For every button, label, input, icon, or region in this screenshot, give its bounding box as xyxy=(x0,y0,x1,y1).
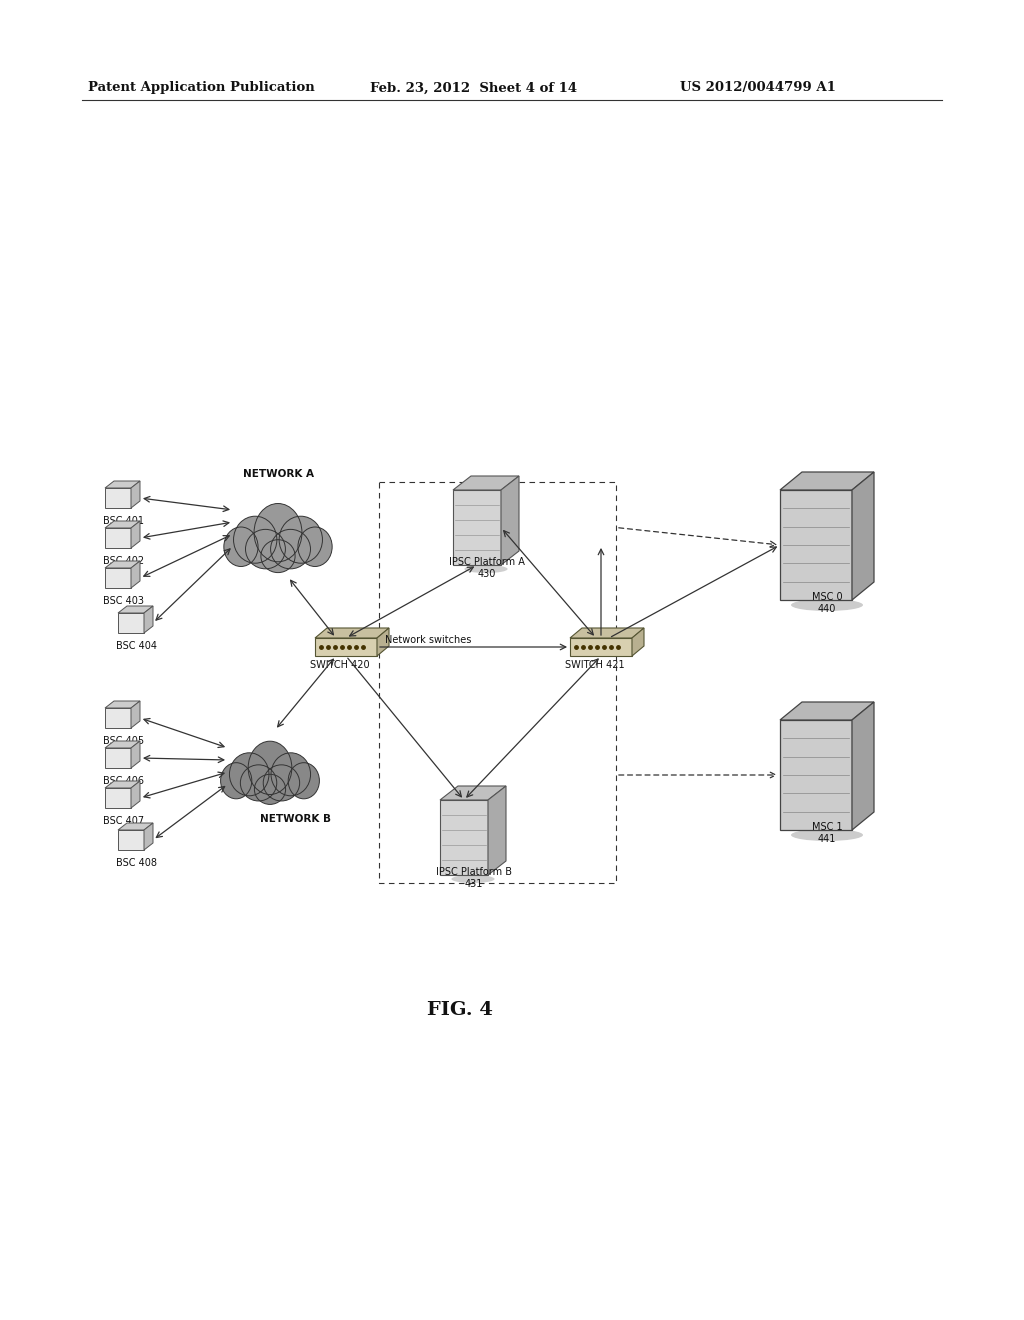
Ellipse shape xyxy=(271,752,310,796)
Ellipse shape xyxy=(261,540,295,573)
Text: SWITCH 421: SWITCH 421 xyxy=(565,660,625,671)
Text: BSC 403: BSC 403 xyxy=(103,597,144,606)
Polygon shape xyxy=(131,741,140,768)
Polygon shape xyxy=(118,830,144,850)
Text: US 2012/0044799 A1: US 2012/0044799 A1 xyxy=(680,82,836,95)
Polygon shape xyxy=(131,521,140,548)
Polygon shape xyxy=(105,788,131,808)
Ellipse shape xyxy=(452,875,495,883)
Text: BSC 402: BSC 402 xyxy=(103,556,144,566)
Polygon shape xyxy=(377,628,389,656)
Polygon shape xyxy=(105,480,140,488)
Polygon shape xyxy=(780,702,874,719)
Polygon shape xyxy=(440,800,488,875)
Polygon shape xyxy=(453,490,501,565)
Polygon shape xyxy=(131,480,140,508)
Polygon shape xyxy=(780,473,874,490)
Polygon shape xyxy=(131,781,140,808)
Text: BSC 405: BSC 405 xyxy=(103,737,144,746)
Ellipse shape xyxy=(254,503,302,562)
Text: BSC 404: BSC 404 xyxy=(116,642,157,651)
Polygon shape xyxy=(105,488,131,508)
Ellipse shape xyxy=(248,742,292,795)
Polygon shape xyxy=(105,701,140,708)
Ellipse shape xyxy=(224,527,258,566)
Polygon shape xyxy=(105,781,140,788)
Text: BSC 406: BSC 406 xyxy=(103,776,144,785)
Polygon shape xyxy=(570,638,632,656)
Ellipse shape xyxy=(254,775,286,804)
Polygon shape xyxy=(105,521,140,528)
Polygon shape xyxy=(131,561,140,587)
Polygon shape xyxy=(440,785,506,800)
Text: MSC 1
441: MSC 1 441 xyxy=(812,822,843,843)
Polygon shape xyxy=(144,606,153,634)
Text: IPSC Platform B
431: IPSC Platform B 431 xyxy=(436,867,512,888)
Polygon shape xyxy=(105,708,131,729)
Ellipse shape xyxy=(246,529,286,569)
Ellipse shape xyxy=(220,763,252,799)
Polygon shape xyxy=(852,702,874,830)
Ellipse shape xyxy=(298,527,332,566)
Ellipse shape xyxy=(288,763,319,799)
Polygon shape xyxy=(453,477,519,490)
Ellipse shape xyxy=(270,529,310,569)
Polygon shape xyxy=(780,719,852,830)
Text: BSC 407: BSC 407 xyxy=(103,816,144,826)
Text: FIG. 4: FIG. 4 xyxy=(427,1001,493,1019)
Ellipse shape xyxy=(280,516,323,564)
Polygon shape xyxy=(118,612,144,634)
Text: BSC 401: BSC 401 xyxy=(103,516,144,525)
Polygon shape xyxy=(105,528,131,548)
Text: Patent Application Publication: Patent Application Publication xyxy=(88,82,314,95)
Ellipse shape xyxy=(229,752,269,796)
Polygon shape xyxy=(105,568,131,587)
Text: BSC 408: BSC 408 xyxy=(116,858,157,869)
Polygon shape xyxy=(105,748,131,768)
Polygon shape xyxy=(105,741,140,748)
Polygon shape xyxy=(131,701,140,729)
Polygon shape xyxy=(118,822,153,830)
Text: NETWORK A: NETWORK A xyxy=(243,469,314,479)
Polygon shape xyxy=(488,785,506,875)
Text: SWITCH 420: SWITCH 420 xyxy=(310,660,370,671)
Ellipse shape xyxy=(241,764,276,801)
Polygon shape xyxy=(315,628,389,638)
Text: NETWORK B: NETWORK B xyxy=(260,814,331,824)
Polygon shape xyxy=(632,628,644,656)
Text: MSC 0
440: MSC 0 440 xyxy=(812,593,843,614)
Ellipse shape xyxy=(233,516,276,564)
Polygon shape xyxy=(501,477,519,565)
Polygon shape xyxy=(852,473,874,601)
Polygon shape xyxy=(118,606,153,612)
Text: Feb. 23, 2012  Sheet 4 of 14: Feb. 23, 2012 Sheet 4 of 14 xyxy=(370,82,578,95)
Polygon shape xyxy=(105,561,140,568)
Ellipse shape xyxy=(465,565,508,573)
Polygon shape xyxy=(144,822,153,850)
Text: Network switches: Network switches xyxy=(385,635,471,645)
Ellipse shape xyxy=(791,599,863,611)
Polygon shape xyxy=(315,638,377,656)
Polygon shape xyxy=(780,490,852,601)
Text: IPSC Platform A
430: IPSC Platform A 430 xyxy=(450,557,525,579)
Polygon shape xyxy=(570,628,644,638)
Ellipse shape xyxy=(791,829,863,841)
Ellipse shape xyxy=(263,764,300,801)
